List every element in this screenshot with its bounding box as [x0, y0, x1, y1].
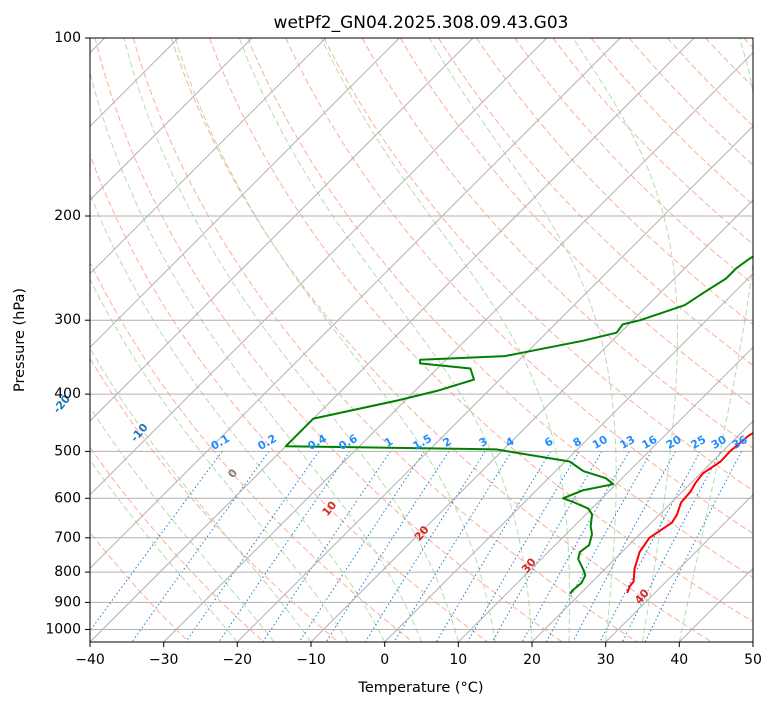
isotherm-line: [310, 199, 753, 642]
isotherm-line: [90, 38, 474, 422]
dry-adiabat-line: [209, 38, 753, 623]
x-tick-label: −20: [223, 652, 253, 668]
dry-adiabat-lines: [90, 38, 753, 642]
moist-adiabat-line: [90, 278, 349, 642]
moist-adiabat-line: [428, 38, 617, 642]
mixing-ratio-line: [467, 451, 580, 642]
moist-adiabat-lines: [90, 38, 753, 642]
moist-adiabat-line: [123, 38, 459, 642]
isotherm-line: [90, 38, 621, 570]
moist-adiabat-line: [90, 459, 238, 642]
isotherm-line: [90, 38, 695, 642]
moist-adiabat-line: [238, 38, 533, 642]
mixing-ratio-line: [572, 451, 676, 642]
x-tick-label: −30: [149, 652, 179, 668]
isotherm-line: [163, 51, 753, 642]
plot-frame: [89, 37, 754, 643]
isotherm-line: [384, 272, 753, 642]
x-tick-label: 10: [449, 652, 467, 668]
dry-adiabat-line: [94, 38, 563, 642]
y-tick-label: 1000: [45, 622, 81, 638]
y-tick-label: 200: [54, 208, 81, 224]
plot-background: [90, 38, 753, 642]
dewpoint-trace: [284, 255, 753, 595]
isotherm-line: [90, 38, 548, 496]
mixing-ratio-line: [185, 451, 320, 642]
dry-adiabat-line: [514, 38, 753, 285]
mixing-ratio-line: [325, 451, 450, 642]
mixing-ratio-line: [599, 451, 701, 642]
temperature-trace: [626, 432, 753, 594]
dry-adiabat-line: [247, 38, 753, 578]
dry-adiabat-line: [476, 38, 753, 326]
moist-adiabat-line: [174, 38, 496, 642]
x-tick-label: 50: [744, 652, 762, 668]
isotherm-line: [752, 641, 753, 642]
y-tick-label: 800: [54, 564, 81, 580]
isotherm-line: [90, 38, 400, 349]
x-axis-label: Temperature (°C): [357, 680, 483, 696]
mixing-ratio-line: [621, 451, 722, 642]
dry-adiabat-line: [132, 38, 638, 642]
dry-adiabat-line: [399, 38, 753, 408]
moist-adiabat-line: [90, 406, 275, 642]
y-tick-label: 300: [54, 312, 81, 328]
mixing-ratio-line: [545, 451, 652, 642]
dry-adiabat-line: [90, 531, 190, 642]
mixing-ratio-line: [491, 451, 603, 642]
mixing-ratio-line: [90, 451, 223, 632]
x-tick-label: 0: [380, 652, 389, 668]
dry-adiabat-line: [437, 38, 753, 366]
x-tick-label: −40: [75, 652, 105, 668]
moist-adiabat-line: [320, 38, 570, 642]
chart-title: wetPf2_GN04.2025.308.09.43.G03: [274, 13, 569, 33]
sounding-traces: [284, 255, 753, 595]
mixing-ratio-line: [364, 451, 486, 642]
y-tick-label: 100: [54, 30, 81, 46]
dry-adiabat-line: [628, 38, 753, 166]
isobar-grid: [90, 38, 753, 630]
x-axis: −40 −30 −20 −10 0 10 20 30 40 50: [75, 642, 762, 668]
isotherm-line: [605, 493, 753, 642]
moist-adiabat-line: [90, 70, 422, 642]
x-tick-label: 40: [670, 652, 688, 668]
dry-adiabat-line: [90, 261, 414, 642]
moist-adiabat-line: [572, 38, 678, 642]
isotherm-line: [236, 125, 753, 642]
moist-adiabat-line: [678, 38, 753, 642]
isotherm-line: [90, 38, 327, 275]
y-tick-label: 500: [54, 443, 81, 459]
moist-adiabat-line: [90, 192, 386, 642]
y-tick-label: 600: [54, 490, 81, 506]
moist-adiabat-line: [90, 347, 312, 642]
x-tick-label: −10: [296, 652, 326, 668]
dry-adiabat-line: [361, 38, 753, 449]
y-axis: 100 200 300 400 500 600 700 800 900 1000: [45, 30, 90, 638]
y-axis-label: Pressure (hPa): [12, 288, 28, 392]
dry-adiabat-label: -30: [0, 363, 1, 387]
y-tick-label: 400: [54, 386, 81, 402]
isotherm-line: [531, 420, 753, 642]
dry-adiabat-line: [90, 446, 264, 642]
dry-adiabat-line: [170, 38, 712, 642]
isotherm-line: [457, 346, 753, 642]
dry-adiabat-line: [590, 38, 753, 206]
mixing-ratio-line: [393, 451, 513, 642]
y-tick-label: 700: [54, 530, 81, 546]
y-tick-label: 900: [54, 594, 81, 610]
skewed-isotherm-grid: [90, 38, 753, 642]
mixing-ratio-line: [435, 451, 552, 642]
x-tick-label: 20: [523, 652, 541, 668]
x-tick-label: 30: [597, 652, 615, 668]
mixing-ratio-line: [218, 451, 351, 642]
isotherm-line: [90, 38, 253, 201]
